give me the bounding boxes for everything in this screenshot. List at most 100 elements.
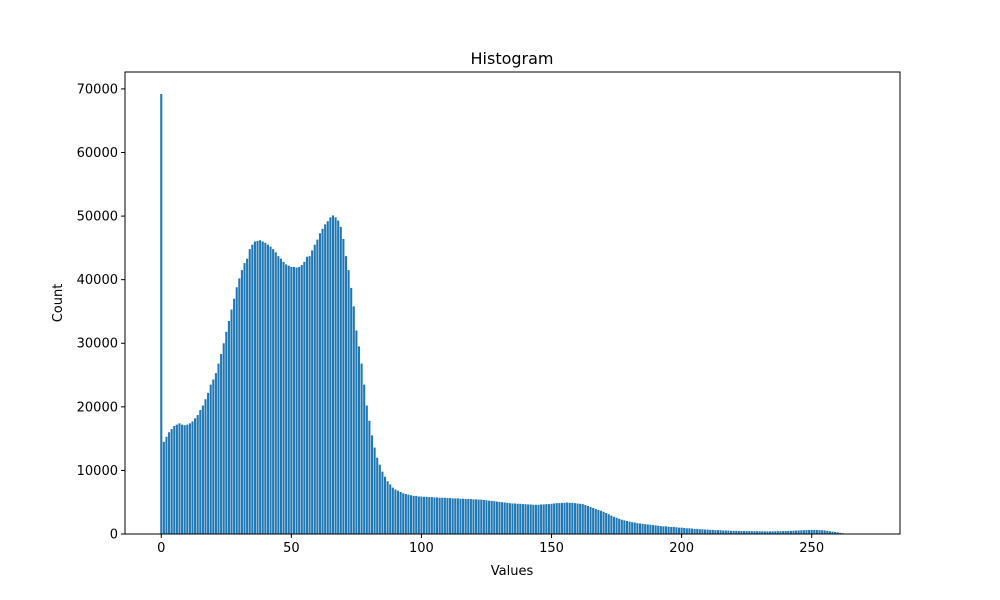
bar [181, 424, 184, 534]
bar [560, 502, 563, 534]
bar [298, 266, 301, 534]
bar [542, 504, 545, 534]
y-tick-label: 50000 [77, 210, 118, 225]
bar [256, 240, 259, 535]
bar [589, 506, 592, 534]
bar [568, 502, 571, 534]
bar [823, 530, 826, 534]
bar [612, 516, 616, 534]
bar [318, 233, 322, 535]
bar [620, 519, 623, 534]
bar [690, 528, 694, 534]
bar [425, 496, 428, 534]
y-tick-label: 20000 [77, 400, 118, 415]
bar [352, 306, 355, 534]
bar [350, 287, 353, 534]
bar [467, 499, 470, 534]
bar [253, 241, 256, 534]
bar [610, 515, 613, 534]
bar [355, 330, 358, 534]
bar [779, 531, 782, 534]
bar [651, 525, 655, 534]
bar [633, 522, 636, 534]
bar [469, 499, 472, 534]
bar [373, 447, 376, 534]
bar [558, 503, 561, 534]
bar [407, 494, 410, 534]
bar [412, 495, 415, 534]
bar [805, 530, 808, 534]
bar [188, 423, 191, 534]
bar [428, 497, 431, 534]
bar [776, 531, 779, 534]
bar [599, 510, 602, 534]
bar [724, 530, 727, 534]
bar [287, 265, 290, 534]
bar [563, 502, 566, 534]
bar [227, 320, 230, 534]
bar [555, 503, 558, 534]
bar [402, 493, 405, 534]
bar [602, 511, 605, 534]
x-tick-label: 0 [157, 541, 165, 556]
bar [344, 256, 348, 534]
bar [662, 526, 665, 534]
bar [821, 530, 824, 534]
bar [456, 498, 459, 534]
bar [243, 263, 246, 534]
bar [740, 531, 743, 534]
bar [501, 502, 504, 534]
bar [813, 529, 816, 534]
bar [488, 500, 491, 534]
bar [818, 530, 821, 534]
bar [540, 504, 543, 534]
bar [420, 496, 423, 534]
bar [672, 527, 675, 534]
bar [696, 528, 699, 534]
bar [680, 527, 683, 534]
bar [477, 499, 480, 534]
bar [495, 501, 498, 534]
bar [782, 531, 785, 534]
bar [235, 287, 238, 534]
y-tick-label: 40000 [77, 273, 118, 288]
bar [475, 499, 478, 534]
bar [506, 502, 509, 534]
bar [446, 498, 449, 534]
x-tick-label: 250 [799, 541, 824, 556]
bar [703, 529, 707, 534]
bar [383, 476, 387, 534]
bar [196, 415, 199, 534]
bar [162, 441, 165, 534]
bar [761, 531, 764, 534]
bar [576, 503, 579, 534]
bar [683, 527, 686, 534]
bar [443, 497, 446, 534]
bar [771, 531, 774, 534]
bar [605, 513, 608, 534]
bar [201, 405, 204, 534]
bar [295, 267, 298, 534]
bar [706, 529, 709, 534]
bar [735, 530, 738, 534]
bar [654, 525, 657, 534]
plot-frame [124, 71, 901, 535]
bar [251, 244, 254, 534]
bar [675, 527, 678, 534]
bar [490, 500, 493, 534]
bar [277, 256, 280, 534]
bar [261, 241, 264, 534]
bar [451, 498, 454, 534]
bar [311, 250, 314, 534]
bar [240, 270, 243, 534]
bar [597, 509, 600, 534]
bar [743, 531, 746, 534]
bar [209, 384, 212, 534]
bar [834, 531, 837, 534]
bar [433, 497, 436, 534]
bar [586, 506, 589, 534]
bar [766, 531, 769, 534]
bar [579, 503, 582, 534]
bar [732, 530, 735, 534]
